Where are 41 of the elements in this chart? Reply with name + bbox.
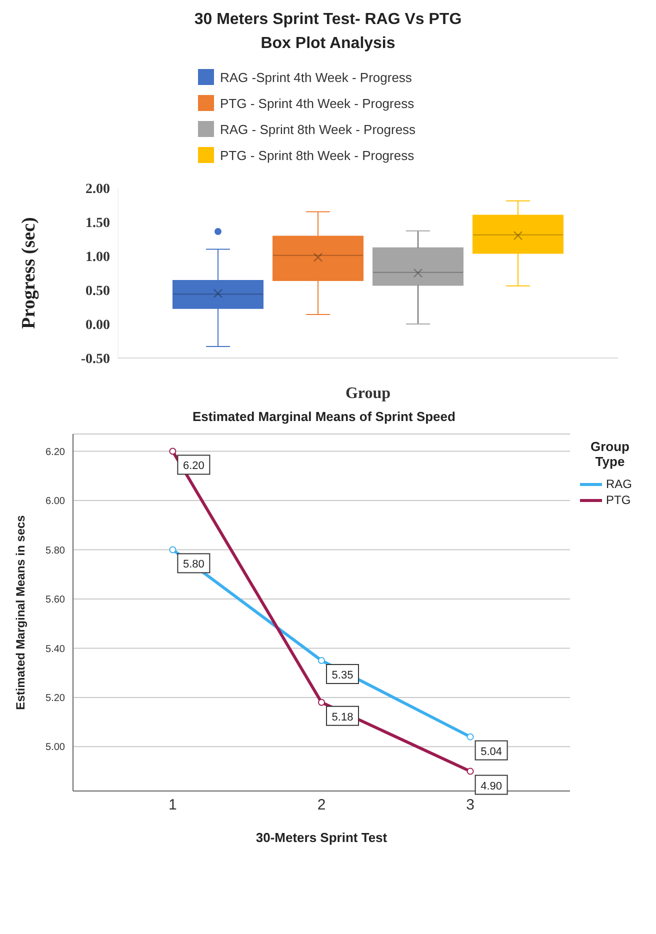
x-axis-title: Group: [345, 385, 391, 402]
y-tick-label: 5.00: [46, 742, 66, 754]
y-tick-label: 5.80: [46, 545, 66, 556]
data-label: 5.04: [480, 746, 502, 758]
chart-title: Estimated Marginal Means of Sprint Speed: [192, 409, 456, 424]
point: [466, 733, 474, 740]
y-tick-label: 1.50: [86, 216, 110, 231]
y-axis-title: Estimated Marginal Means in secs: [13, 514, 28, 710]
data-label: 5.80: [182, 558, 204, 571]
y-tick-label: -0.50: [80, 352, 110, 367]
x-tick-label: 1: [168, 796, 177, 814]
y-tick-label: 5.20: [46, 692, 66, 704]
chart-title: 30 Meters Sprint Test- RAG Vs PTG Box Plot Analysis: [193, 10, 463, 54]
y-tick-label: 6.00: [46, 496, 66, 508]
legend-label: RAG: [606, 477, 632, 491]
legend-label: RAG -Sprint 4th Week - Progress: [220, 70, 412, 84]
x-axis-title: 30-Meters Sprint Test: [256, 830, 388, 845]
legend-label: PTG: [606, 493, 631, 507]
legend-title: Group Type: [590, 439, 630, 469]
point: [466, 768, 474, 775]
x-tick-label: 2: [317, 796, 326, 814]
y-tick-label: 5.40: [46, 644, 66, 655]
point: [169, 546, 176, 554]
data-label: 6.20: [182, 460, 204, 472]
point: [169, 448, 176, 455]
point: [318, 657, 325, 664]
y-tick-label: 2.00: [86, 182, 110, 197]
data-label: 5.18: [332, 711, 354, 724]
legend-label: PTG - Sprint 4th Week - Progress: [220, 96, 414, 110]
x-tick-label: 3: [466, 796, 474, 814]
y-axis-title: Progress (sec): [18, 217, 40, 329]
y-tick-label: 0.00: [86, 318, 110, 333]
legend-label: PTG - Sprint 8th Week - Progress: [220, 148, 414, 162]
y-tick-label: 6.20: [46, 446, 66, 458]
legend-label: RAG - Sprint 8th Week - Progress: [220, 122, 416, 136]
y-tick-label: 1.00: [86, 250, 110, 265]
data-label: 4.90: [480, 780, 502, 792]
y-tick-label: 5.60: [46, 594, 66, 606]
y-tick-label: 0.50: [86, 284, 110, 299]
data-label: 5.35: [332, 670, 354, 682]
point: [318, 698, 325, 706]
